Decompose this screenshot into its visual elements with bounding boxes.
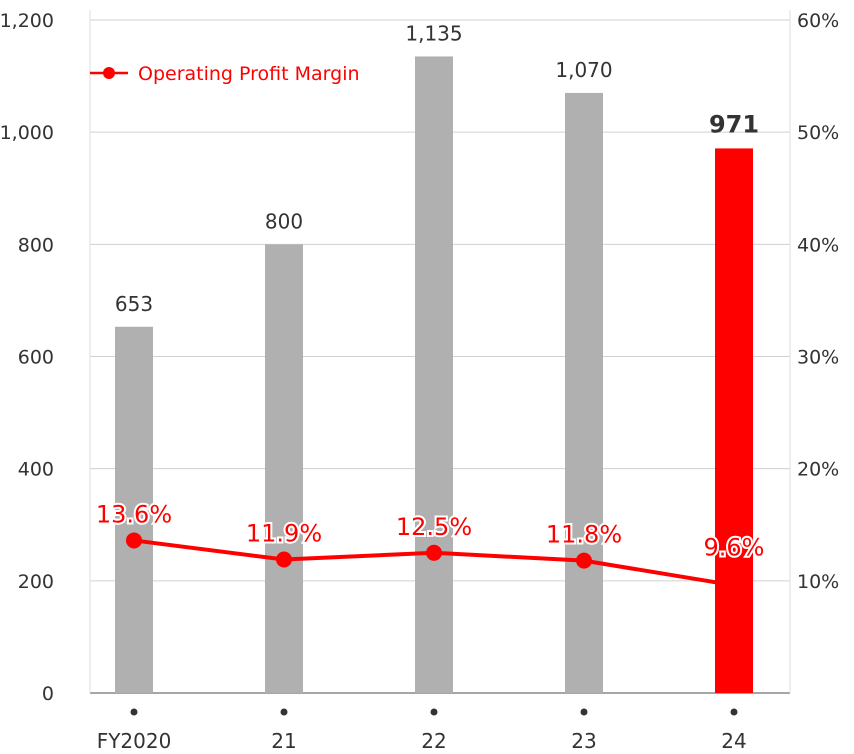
x-tick-label: 23 (571, 729, 596, 750)
x-tick-label: 22 (421, 729, 446, 750)
margin-value-label: 11.9% (246, 520, 322, 548)
bar (565, 92, 603, 694)
right-tick-label: 60% (797, 10, 839, 32)
margin-value-label: 11.8% (546, 521, 622, 549)
margin-value-label: 12.5% (396, 513, 472, 541)
right-tick-label: 40% (797, 234, 839, 256)
left-tick-label: 800 (18, 234, 54, 256)
left-tick-label: 600 (18, 347, 54, 369)
x-tick-label: 24 (721, 729, 746, 750)
margin-point (126, 532, 142, 549)
bar-value-label: 1,070 (555, 58, 612, 82)
bar-value-label: 653 (115, 292, 153, 316)
right-tick-label: 20% (797, 459, 839, 481)
left-tick-label: 200 (18, 571, 54, 593)
x-tick-dot (280, 708, 288, 716)
margin-point (426, 544, 442, 561)
bar-value-label: 800 (265, 209, 303, 233)
x-tick-label: FY2020 (97, 729, 172, 750)
right-tick-label: 50% (797, 122, 839, 144)
left-tick-label: 0 (42, 683, 54, 705)
margin-point (276, 551, 292, 568)
legend-label: Operating Profit Margin (138, 63, 360, 85)
margin-point (576, 552, 592, 569)
left-tick-label: 1,200 (0, 10, 54, 32)
bar (415, 56, 453, 694)
left-tick-label: 1,000 (0, 122, 54, 144)
right-tick-label: 10% (797, 571, 839, 593)
x-tick-dot (430, 708, 438, 716)
bar-value-label: 971 (709, 110, 759, 138)
x-tick-dot (130, 708, 138, 716)
bar (115, 326, 153, 693)
bar (265, 244, 303, 694)
bar-value-label: 1,135 (405, 21, 462, 45)
margin-value-label: 13.6% (96, 500, 172, 528)
bar-highlight (715, 148, 753, 693)
left-tick-label: 400 (18, 459, 54, 481)
right-tick-label: 30% (797, 347, 839, 369)
x-tick-dot (580, 708, 588, 716)
legend-marker-icon (103, 67, 115, 79)
x-tick-label: 21 (271, 729, 296, 750)
margin-value-label: 9.6% (704, 533, 765, 561)
x-tick-dot (730, 708, 738, 716)
